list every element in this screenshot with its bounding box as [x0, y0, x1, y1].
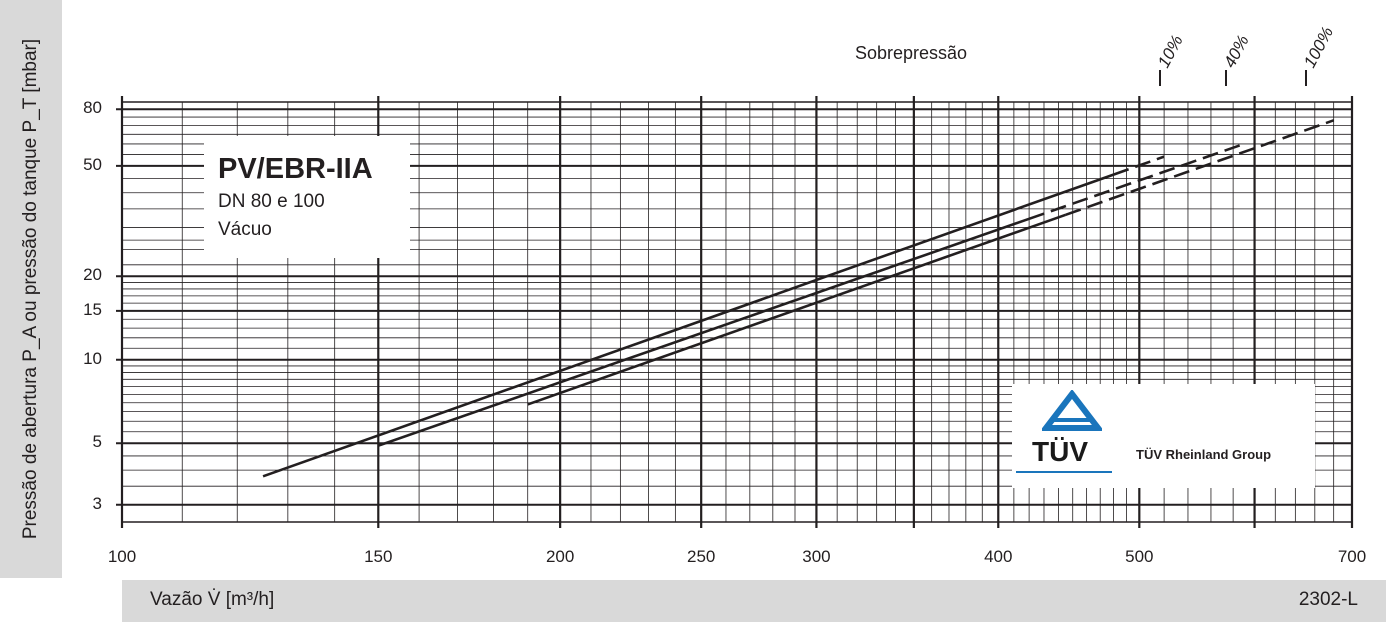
x-axis-band: Vazão V̇ [m³/h] 2302-L [122, 580, 1386, 622]
x-tick-label: 250 [686, 547, 716, 566]
tuv-triangle-icon [1042, 390, 1102, 431]
series-line-2-solid [377, 217, 1030, 447]
y-tick-label: 10 [83, 348, 102, 368]
tuv-logo-box: TÜV TÜV Rheinland Group [1012, 384, 1315, 488]
overpressure-label: Sobrepressão [855, 43, 968, 63]
x-axis-label: Vazão V̇ [m³/h] [150, 589, 275, 610]
x-tick-label: 300 [802, 547, 831, 566]
series-lines [262, 119, 1335, 478]
figure-code: 2302-L [1298, 589, 1358, 610]
tuv-logo-word: TÜV [1032, 436, 1088, 467]
x-tick-label: 200 [545, 547, 575, 566]
chart-subtitle-2: Vácuo [218, 219, 272, 240]
x-tick-label: 150 [364, 547, 393, 566]
series-line-1-solid [262, 173, 1114, 478]
chart-title: PV/EBR-IIA [218, 153, 373, 185]
tuv-logo-group: TÜV Rheinland Group [1136, 447, 1272, 462]
tuv-logo-underline [1016, 471, 1112, 473]
chart-subtitle-1: DN 80 e 100 [218, 191, 325, 212]
y-axis-label: Pressão de abertura P_A ou pressão do ta… [20, 38, 41, 540]
x-tick-label: 400 [984, 547, 1013, 566]
x-tick-label: 100 [107, 547, 137, 566]
title-box: PV/EBR-IIA DN 80 e 100 Vácuo [204, 136, 410, 258]
series-line-2-dashed [1028, 142, 1245, 221]
series-line-3-dashed [1065, 119, 1335, 217]
x-tick-label: 500 [1125, 547, 1154, 566]
x-tick-label: 700 [1337, 547, 1367, 566]
series-line-1-dashed [1113, 155, 1165, 176]
y-tick-label: 15 [83, 299, 102, 319]
y-axis-band: Pressão de abertura P_A ou pressão do ta… [0, 0, 62, 578]
y-tick-label: 3 [92, 493, 102, 513]
y-tick-label: 5 [92, 432, 102, 452]
y-tick-label: 80 [83, 98, 102, 118]
series-line-3-solid [527, 213, 1067, 406]
y-tick-label: 20 [83, 265, 102, 285]
y-tick-label: 50 [83, 154, 102, 174]
